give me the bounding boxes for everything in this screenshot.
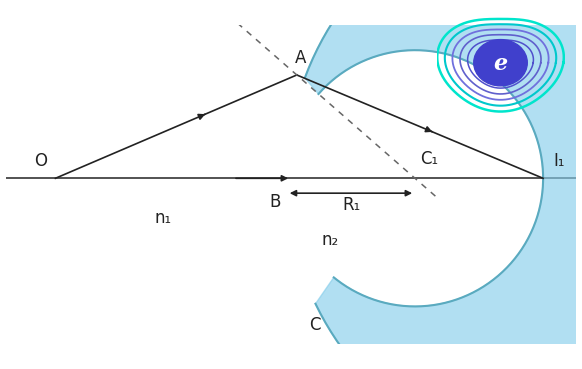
- Polygon shape: [305, 0, 582, 369]
- Text: O: O: [34, 152, 47, 170]
- Text: B: B: [269, 193, 281, 211]
- Text: A: A: [294, 49, 306, 67]
- Text: C₁: C₁: [420, 151, 438, 168]
- Circle shape: [474, 39, 527, 86]
- Text: n₂: n₂: [321, 231, 339, 249]
- Text: e: e: [494, 53, 508, 75]
- Text: R₁: R₁: [342, 196, 360, 214]
- Text: n₁: n₁: [154, 209, 172, 227]
- Text: C: C: [309, 316, 321, 334]
- Text: I₁: I₁: [553, 152, 565, 170]
